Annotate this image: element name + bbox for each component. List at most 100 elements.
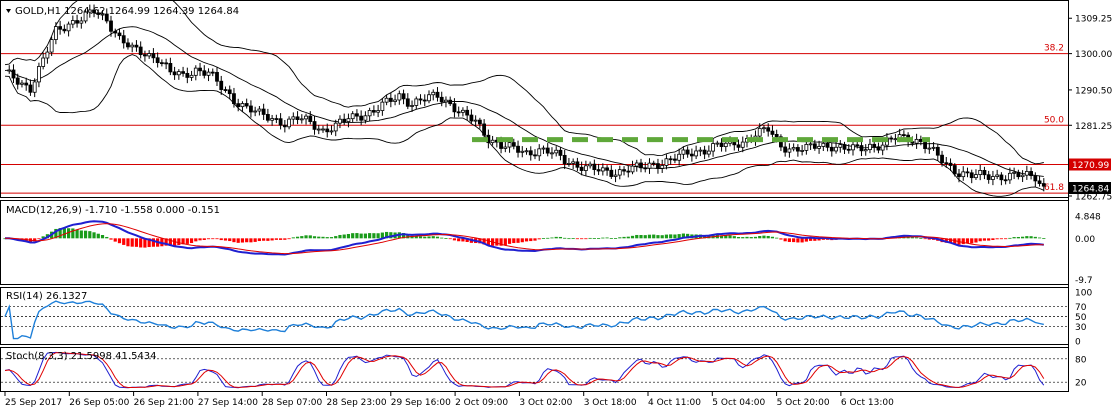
candle-body bbox=[952, 165, 957, 175]
candle-body bbox=[588, 163, 593, 167]
candle-body bbox=[634, 162, 639, 167]
macd-histogram-bar bbox=[622, 236, 626, 239]
macd-histogram-bar bbox=[1016, 236, 1020, 239]
macd-histogram-bar bbox=[198, 238, 202, 241]
time-axis-tick-label: 3 Oct 18:00 bbox=[584, 398, 637, 408]
macd-histogram-bar bbox=[147, 238, 151, 248]
candle-body bbox=[418, 98, 423, 101]
macd-histogram-bar bbox=[211, 238, 215, 240]
candle-body bbox=[596, 169, 601, 172]
candle-body bbox=[957, 173, 961, 178]
macd-histogram-bar bbox=[283, 238, 287, 240]
macd-histogram-bar bbox=[134, 238, 139, 247]
macd-histogram-bar bbox=[83, 230, 88, 239]
candle-body bbox=[1041, 183, 1046, 187]
macd-histogram-bar bbox=[431, 236, 435, 239]
macd-histogram-bar bbox=[279, 238, 283, 240]
candle-body bbox=[991, 176, 995, 180]
candle-body bbox=[880, 144, 885, 151]
candle-body bbox=[253, 110, 258, 113]
macd-histogram-bar bbox=[266, 238, 270, 241]
macd-histogram-bar bbox=[681, 233, 685, 239]
macd-histogram-bar bbox=[380, 232, 384, 239]
candle-body bbox=[240, 103, 245, 108]
candle-body bbox=[944, 162, 949, 165]
candle-body bbox=[694, 150, 699, 157]
macd-histogram-bar bbox=[321, 236, 325, 239]
macd-histogram-bar bbox=[597, 238, 601, 239]
macd-histogram-bar bbox=[775, 237, 779, 239]
macd-histogram-bar bbox=[372, 233, 376, 239]
macd-histogram-bar bbox=[753, 236, 758, 239]
candle-body bbox=[431, 91, 436, 96]
candle-body bbox=[647, 162, 652, 169]
candle-body bbox=[817, 146, 821, 149]
triangle-down-icon[interactable] bbox=[6, 9, 11, 13]
macd-histogram-bar bbox=[215, 238, 219, 240]
candle-body bbox=[333, 122, 338, 132]
macd-histogram-bar bbox=[537, 238, 541, 240]
macd-histogram-bar bbox=[423, 236, 427, 239]
macd-histogram-bar bbox=[351, 233, 355, 239]
candle-body bbox=[533, 154, 537, 157]
candle-body bbox=[261, 108, 266, 115]
candle-body bbox=[698, 149, 703, 152]
macd-histogram-bar bbox=[1021, 236, 1025, 239]
macd-histogram-bar bbox=[686, 233, 690, 239]
candle-body bbox=[11, 69, 16, 79]
candle-body bbox=[622, 169, 626, 172]
macd-histogram-bar bbox=[728, 235, 732, 239]
candle-body bbox=[681, 149, 686, 155]
candle-body bbox=[62, 28, 67, 32]
candle-body bbox=[562, 154, 567, 165]
candle-body bbox=[537, 148, 542, 157]
candle-body bbox=[465, 109, 470, 116]
candle-body bbox=[79, 20, 84, 24]
price-badge-label: 1264.84 bbox=[1072, 185, 1109, 195]
candle-body bbox=[982, 169, 987, 176]
candle-body bbox=[931, 146, 936, 149]
macd-histogram-bar bbox=[1029, 236, 1033, 239]
price-axis-tick-label: 1290.50 bbox=[1075, 86, 1112, 96]
candle-body bbox=[210, 71, 215, 74]
candle-body bbox=[401, 93, 406, 100]
candle-body bbox=[287, 118, 291, 128]
macd-histogram-bar bbox=[796, 238, 800, 243]
macd-histogram-bar bbox=[503, 238, 507, 246]
candle-body bbox=[965, 171, 970, 174]
candle-body bbox=[999, 174, 1004, 181]
candle-body bbox=[414, 98, 419, 106]
candle-body bbox=[558, 149, 563, 156]
macd-histogram-bar bbox=[113, 238, 117, 242]
candle-body bbox=[206, 71, 211, 76]
macd-histogram-bar bbox=[232, 238, 236, 243]
rsi-axis-tick-label: 0 bbox=[1075, 338, 1081, 348]
macd-histogram-bar bbox=[317, 236, 321, 239]
macd-histogram-bar bbox=[1042, 238, 1046, 240]
candle-body bbox=[829, 146, 834, 152]
macd-histogram-bar bbox=[139, 238, 143, 248]
macd-histogram-bar bbox=[613, 238, 618, 239]
candle-body bbox=[7, 69, 12, 72]
macd-histogram-bar bbox=[554, 236, 558, 239]
macd-histogram-bar bbox=[236, 238, 240, 243]
rsi-axis-tick-label: 50 bbox=[1075, 313, 1087, 323]
macd-histogram-bar bbox=[779, 238, 783, 240]
macd-histogram-bar bbox=[79, 230, 83, 239]
macd-histogram-bar bbox=[541, 238, 546, 239]
candle-body bbox=[363, 115, 368, 121]
candle-body bbox=[812, 143, 817, 149]
macd-histogram-bar bbox=[58, 228, 62, 239]
time-axis-tick-label: 28 Sep 07:00 bbox=[262, 398, 322, 408]
macd-histogram-bar bbox=[304, 235, 308, 239]
candle-body bbox=[270, 118, 275, 121]
candle-body bbox=[346, 118, 351, 122]
candle-body bbox=[571, 161, 576, 164]
macd-histogram-bar bbox=[37, 238, 41, 240]
macd-histogram-bar bbox=[1008, 237, 1012, 239]
time-axis-tick-label: 27 Sep 14:00 bbox=[198, 398, 258, 408]
macd-histogram-bar bbox=[181, 238, 185, 245]
candle-body bbox=[439, 96, 444, 103]
